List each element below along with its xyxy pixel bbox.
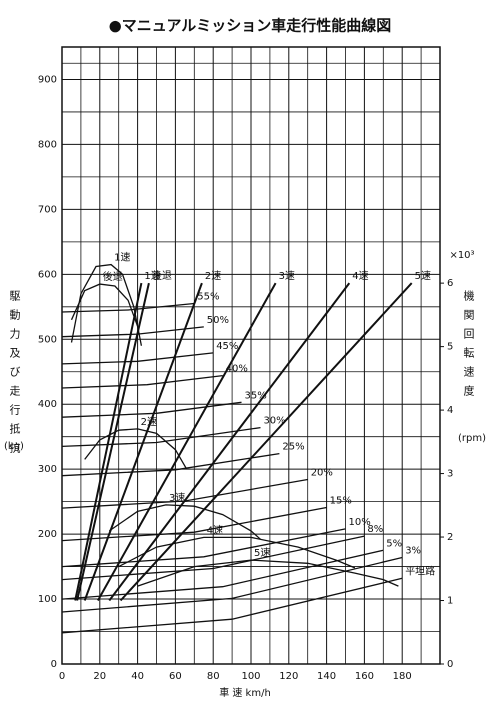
y-tick-label: 100 xyxy=(38,594,57,605)
series-label: 30% xyxy=(263,416,285,427)
force-curve xyxy=(118,536,356,569)
y-tick-label: 700 xyxy=(38,204,57,215)
series-label: 1速 xyxy=(144,270,160,282)
force-curve xyxy=(61,302,195,313)
x-tick-label: 40 xyxy=(131,671,144,682)
series-label: 2速 xyxy=(205,270,221,282)
x-tick-label: 80 xyxy=(207,671,220,682)
y2-tick-label: 4 xyxy=(447,405,453,416)
series-label: 5% xyxy=(386,538,402,549)
y-tick-label: 200 xyxy=(38,529,57,540)
series-label: 3% xyxy=(405,545,421,556)
x-tick-label: 160 xyxy=(355,671,374,682)
force-curve xyxy=(61,352,214,365)
series-label: 20% xyxy=(311,468,333,479)
y2-tick-label: 0 xyxy=(447,659,453,670)
series-label: 45% xyxy=(216,341,238,352)
y2-tick-label: 6 xyxy=(447,278,453,289)
force-curve xyxy=(70,263,143,346)
series-label: 25% xyxy=(282,442,304,453)
series-label: 10% xyxy=(349,517,371,528)
y-axis-unit: (kg) xyxy=(4,441,24,452)
y-tick-label: 800 xyxy=(38,139,57,150)
force-curve xyxy=(61,506,327,542)
series-label: 4速 xyxy=(352,270,368,282)
series-label: 1速 xyxy=(114,252,130,264)
x-axis-label: 車 速 km/h xyxy=(219,686,271,699)
force-curve xyxy=(61,401,242,418)
series-label: 15% xyxy=(330,495,352,506)
y2-axis-unit: (rpm) xyxy=(458,433,486,444)
series-label: 平坦路 xyxy=(405,564,435,577)
plot-frame xyxy=(61,46,441,665)
y2-tick-label: 1 xyxy=(447,596,453,607)
series-label: 8% xyxy=(367,524,383,535)
y2-tick-label: 3 xyxy=(447,469,453,480)
series-label: 2速 xyxy=(141,416,157,428)
rpm-line xyxy=(97,282,277,601)
force-curve xyxy=(84,428,188,470)
series-label: 50% xyxy=(207,315,229,326)
rpm-line xyxy=(83,282,203,601)
y-tick-label: 600 xyxy=(38,269,57,280)
rpm-line xyxy=(74,282,143,601)
force-curve xyxy=(137,559,399,587)
y-tick-label: 300 xyxy=(38,464,57,475)
force-curve xyxy=(61,426,261,448)
force-curve xyxy=(61,452,280,477)
x-tick-label: 60 xyxy=(169,671,182,682)
y2-multiplier: ×10³ xyxy=(449,250,474,261)
series-label: 5速 xyxy=(415,270,431,282)
x-tick-label: 180 xyxy=(393,671,412,682)
x-tick-label: 120 xyxy=(279,671,298,682)
force-curve xyxy=(61,549,384,600)
y-tick-label: 900 xyxy=(38,74,57,85)
y2-axis-label: 機関回転速度 xyxy=(462,289,475,404)
y2-tick-label: 2 xyxy=(447,532,453,543)
rpm-line xyxy=(119,282,413,602)
series-label: 3速 xyxy=(279,270,295,282)
force-curve xyxy=(108,504,261,540)
series-label: 5速 xyxy=(254,547,270,559)
x-tick-label: 140 xyxy=(317,671,336,682)
x-tick-label: 100 xyxy=(241,671,260,682)
rpm-line xyxy=(108,282,351,602)
force-curve xyxy=(61,528,346,568)
series-label: 4速 xyxy=(207,524,223,536)
y-tick-label: 500 xyxy=(38,334,57,345)
series-label: 35% xyxy=(245,390,267,401)
force-curve xyxy=(61,374,223,389)
y-axis-label: 駆動力及び走行抵抗 xyxy=(8,290,21,461)
x-tick-label: 20 xyxy=(93,671,106,682)
force-curve xyxy=(61,577,403,634)
y2-tick-label: 5 xyxy=(447,342,453,353)
y-tick-label: 400 xyxy=(38,399,57,410)
y-tick-label: 0 xyxy=(51,659,57,670)
series-label: 後退 xyxy=(152,269,172,282)
force-curve xyxy=(61,556,403,613)
x-tick-label: 0 xyxy=(59,671,65,682)
series-label: 40% xyxy=(226,364,248,375)
force-curve xyxy=(70,283,139,327)
rpm-line xyxy=(76,282,150,601)
chart-title: ●マニュアルミッション車走行性能曲線図 xyxy=(109,17,392,35)
series-label: 55% xyxy=(197,292,219,303)
series-label: 後退 xyxy=(103,270,123,283)
